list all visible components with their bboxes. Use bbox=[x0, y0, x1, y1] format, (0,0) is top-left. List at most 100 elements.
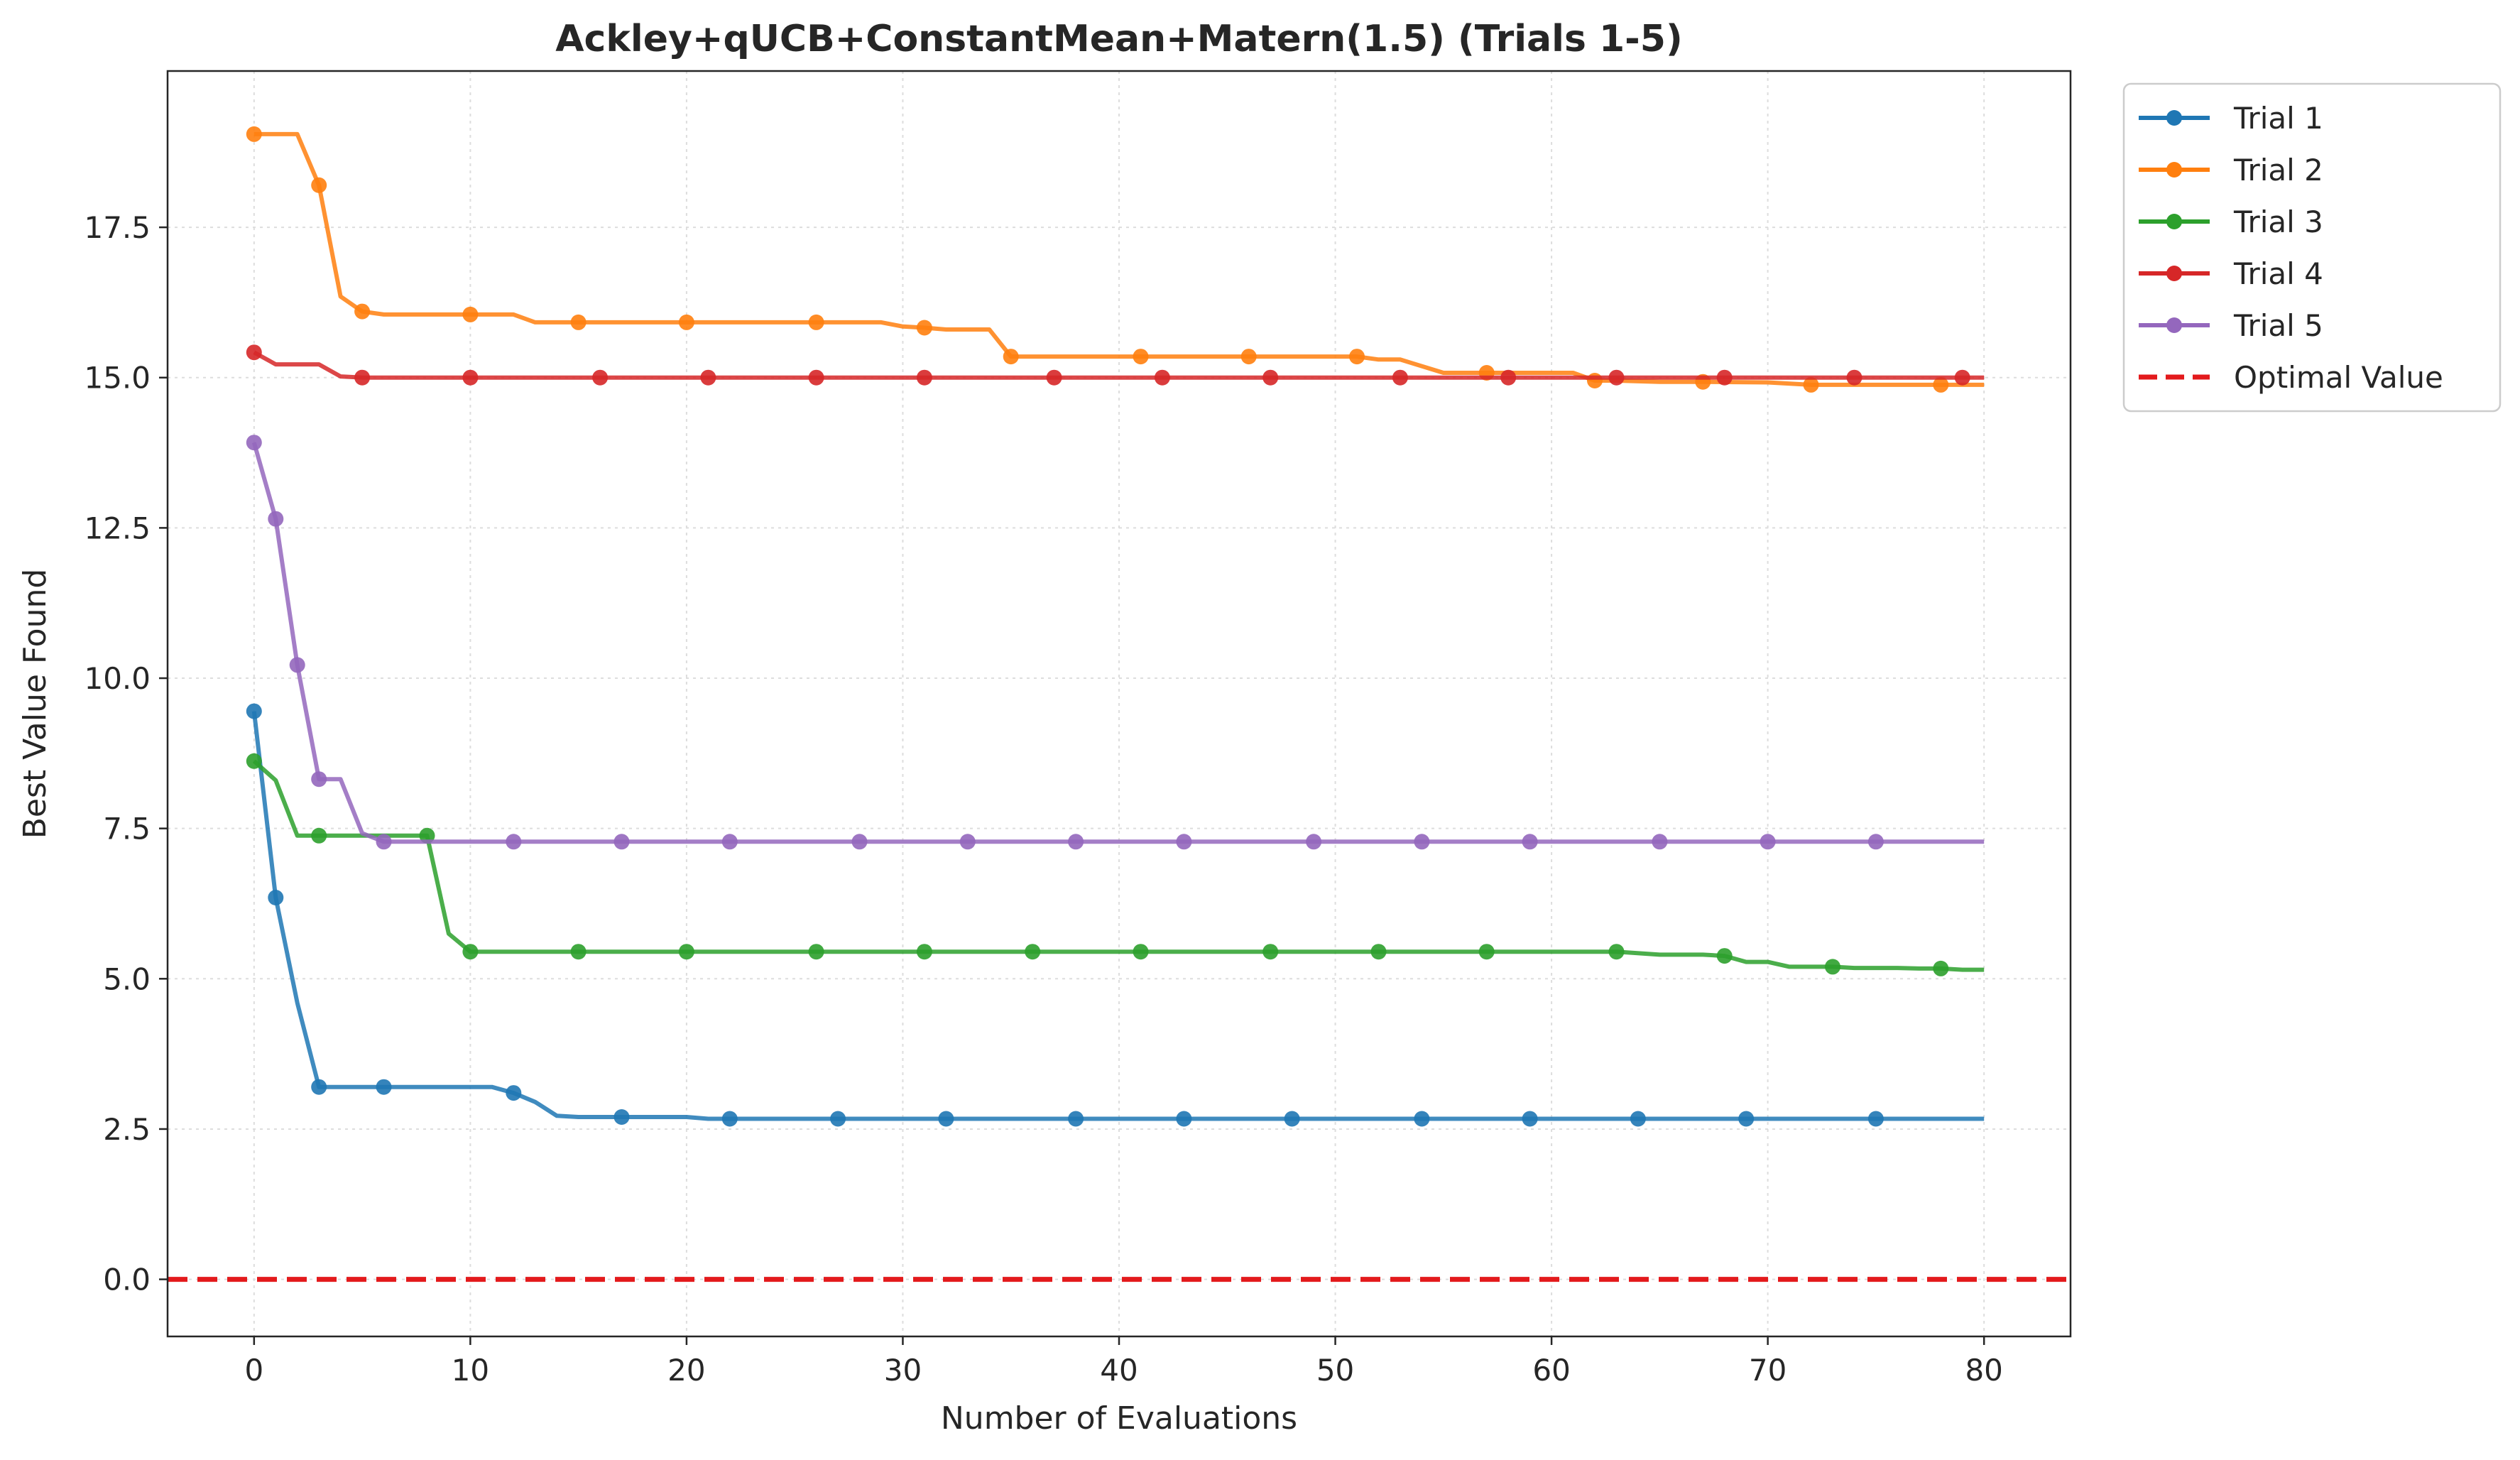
legend-label: Trial 1 bbox=[2233, 101, 2323, 136]
data-point bbox=[376, 1079, 392, 1095]
x-tick-label: 70 bbox=[1749, 1353, 1787, 1388]
data-point bbox=[1867, 834, 1884, 850]
x-tick-label: 40 bbox=[1100, 1353, 1138, 1388]
x-tick-label: 80 bbox=[1965, 1353, 2002, 1388]
data-point bbox=[1306, 834, 1322, 850]
data-point bbox=[1240, 349, 1257, 365]
legend-marker bbox=[2166, 162, 2182, 178]
data-point bbox=[808, 314, 824, 330]
data-point bbox=[1133, 944, 1149, 960]
data-point bbox=[462, 306, 479, 322]
grid bbox=[168, 71, 2071, 1336]
data-point bbox=[1284, 1111, 1300, 1127]
data-point bbox=[1500, 369, 1517, 386]
data-point bbox=[678, 314, 694, 330]
data-point bbox=[506, 834, 522, 850]
x-tick-label: 60 bbox=[1532, 1353, 1570, 1388]
legend-entry: Trial 1 bbox=[2139, 101, 2323, 136]
data-point bbox=[354, 303, 371, 320]
x-axis-label: Number of Evaluations bbox=[941, 1400, 1297, 1437]
legend-label: Optimal Value bbox=[2234, 360, 2443, 395]
data-point bbox=[1803, 376, 1819, 393]
data-point bbox=[1608, 369, 1625, 386]
legend-box bbox=[2122, 82, 2502, 413]
legend-marker bbox=[2166, 110, 2182, 126]
y-axis-ticks: 0.0 2.5 5.0 7.5 10.0 12.5 15.0 17.5 bbox=[84, 210, 168, 1297]
x-tick-label: 10 bbox=[452, 1353, 489, 1388]
data-point bbox=[506, 1085, 522, 1101]
chart-title: Ackley+qUCB+ConstantMean+Matern(1.5) (Tr… bbox=[555, 18, 1682, 60]
data-point bbox=[592, 369, 609, 386]
data-point bbox=[570, 944, 587, 960]
data-point bbox=[808, 944, 824, 960]
series-trial-4 bbox=[246, 344, 1985, 386]
data-point bbox=[721, 1111, 738, 1127]
data-point bbox=[1262, 944, 1279, 960]
legend-label: Trial 3 bbox=[2233, 205, 2323, 239]
data-point bbox=[1738, 1111, 1755, 1127]
data-point bbox=[311, 771, 327, 788]
data-point bbox=[1652, 834, 1668, 850]
data-point bbox=[721, 834, 738, 850]
data-point bbox=[246, 344, 262, 361]
data-point bbox=[959, 834, 976, 850]
legend-label: Trial 4 bbox=[2233, 256, 2323, 291]
legend-label: Trial 5 bbox=[2233, 308, 2323, 343]
series-trial-5 bbox=[246, 435, 1985, 850]
legend: Trial 1 Trial 2 Trial 3 Trial 4 Trial 5 Optim… bbox=[2122, 82, 2502, 413]
y-tick-label: 0.0 bbox=[103, 1263, 151, 1297]
data-point bbox=[1867, 1111, 1884, 1127]
data-point bbox=[354, 369, 371, 386]
data-point bbox=[570, 314, 587, 330]
data-point bbox=[1846, 369, 1862, 386]
data-point bbox=[246, 435, 262, 451]
series-line bbox=[253, 131, 1985, 387]
legend-marker bbox=[2166, 266, 2182, 281]
legend-entry: Optimal Value bbox=[2139, 360, 2443, 395]
data-point bbox=[1046, 369, 1062, 386]
data-point bbox=[1630, 1111, 1646, 1127]
data-point bbox=[311, 1079, 327, 1095]
data-point bbox=[1933, 960, 1949, 976]
data-point bbox=[1716, 948, 1733, 964]
data-point bbox=[311, 827, 327, 844]
data-point bbox=[246, 753, 262, 769]
data-point bbox=[830, 1111, 846, 1127]
data-point bbox=[1760, 834, 1776, 850]
data-point bbox=[613, 1109, 630, 1125]
legend-entry: Trial 2 bbox=[2139, 153, 2323, 187]
data-point bbox=[1349, 349, 1365, 365]
data-point bbox=[1414, 834, 1430, 850]
data-point bbox=[1392, 369, 1408, 386]
data-point bbox=[289, 657, 305, 673]
x-tick-label: 0 bbox=[244, 1353, 263, 1388]
data-point bbox=[1068, 1111, 1084, 1127]
x-tick-label: 20 bbox=[667, 1353, 705, 1388]
x-axis-ticks: 0 10 20 30 40 50 60 70 80 bbox=[244, 1336, 2003, 1388]
data-point bbox=[1933, 376, 1949, 393]
series-trial-2 bbox=[246, 126, 1985, 393]
data-point bbox=[268, 511, 284, 527]
data-point bbox=[1176, 834, 1192, 850]
data-point bbox=[1587, 373, 1603, 388]
data-point bbox=[268, 890, 284, 905]
y-tick-label: 12.5 bbox=[84, 511, 151, 545]
y-tick-label: 15.0 bbox=[84, 361, 151, 396]
series-line bbox=[252, 759, 1985, 972]
data-point bbox=[1370, 944, 1387, 960]
data-point bbox=[678, 944, 694, 960]
series-trial-1 bbox=[246, 703, 1985, 1127]
data-point bbox=[916, 369, 932, 386]
legend-marker bbox=[2166, 317, 2182, 333]
data-point bbox=[311, 177, 327, 193]
series-trial-3 bbox=[246, 753, 1985, 976]
data-point bbox=[700, 369, 716, 386]
data-point bbox=[1954, 369, 1970, 386]
data-point bbox=[1133, 349, 1149, 365]
plot-area bbox=[168, 126, 2071, 1282]
y-tick-label: 7.5 bbox=[103, 812, 151, 846]
data-point bbox=[246, 126, 262, 142]
y-tick-label: 17.5 bbox=[84, 210, 151, 245]
y-tick-label: 5.0 bbox=[103, 961, 151, 996]
